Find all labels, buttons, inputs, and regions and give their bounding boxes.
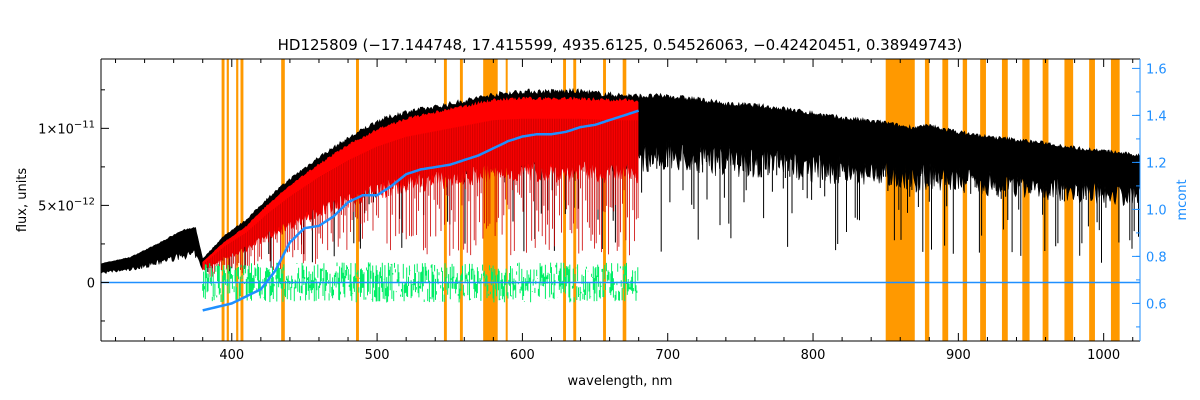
x-tick-label: 900	[946, 348, 971, 363]
y2-tick-label: 1.4	[1146, 109, 1167, 124]
y2-tick-label: 0.8	[1146, 250, 1167, 265]
chart-title: HD125809 (−17.144748, 17.415599, 4935.61…	[278, 36, 963, 54]
masked-band	[443, 59, 447, 341]
y2-tick-label: 1.0	[1146, 203, 1167, 218]
masked-band	[573, 59, 577, 341]
masked-band	[885, 59, 915, 341]
masked-band	[1064, 59, 1074, 341]
y2-tick-label: 1.6	[1146, 62, 1167, 77]
y2-axis-label: mcont	[1175, 179, 1190, 220]
masked-band	[942, 59, 949, 341]
y-tick-label: 0	[87, 276, 95, 291]
x-tick-label: 800	[801, 348, 826, 363]
y-axis-label: flux, units	[15, 168, 30, 233]
x-axis-label: wavelength, nm	[568, 374, 673, 389]
masked-band	[603, 59, 606, 341]
masked-band	[980, 59, 986, 341]
x-tick-label: 500	[365, 348, 390, 363]
x-tick-label: 1000	[1087, 348, 1120, 363]
masked-band	[459, 59, 463, 341]
masked-band	[236, 59, 239, 341]
masked-band	[1022, 59, 1030, 341]
x-tick-label: 400	[219, 348, 244, 363]
tick-marks: 400 500 600 700 800 900 1000 0 5×10−12 1×10−11 0.6…	[38, 59, 1167, 363]
masked-band	[924, 59, 930, 341]
masked-band	[962, 59, 968, 341]
y2-tick-label: 1.2	[1146, 156, 1167, 171]
y-tick-label: 5×10−12	[38, 196, 95, 214]
y2-tick-label: 0.6	[1146, 297, 1167, 312]
masked-band	[221, 59, 225, 341]
axes-frame	[100, 58, 1141, 342]
x-tick-label: 700	[655, 348, 680, 363]
x-tick-label: 600	[510, 348, 535, 363]
masked-band	[1001, 59, 1008, 341]
y-tick-label: 1×10−11	[38, 119, 95, 137]
masked-band	[622, 59, 627, 341]
masked-band	[240, 59, 244, 341]
masked-band	[226, 59, 229, 341]
masked-band	[1042, 59, 1049, 341]
continuum-mcont	[202, 109, 640, 312]
masked-band	[505, 59, 508, 341]
